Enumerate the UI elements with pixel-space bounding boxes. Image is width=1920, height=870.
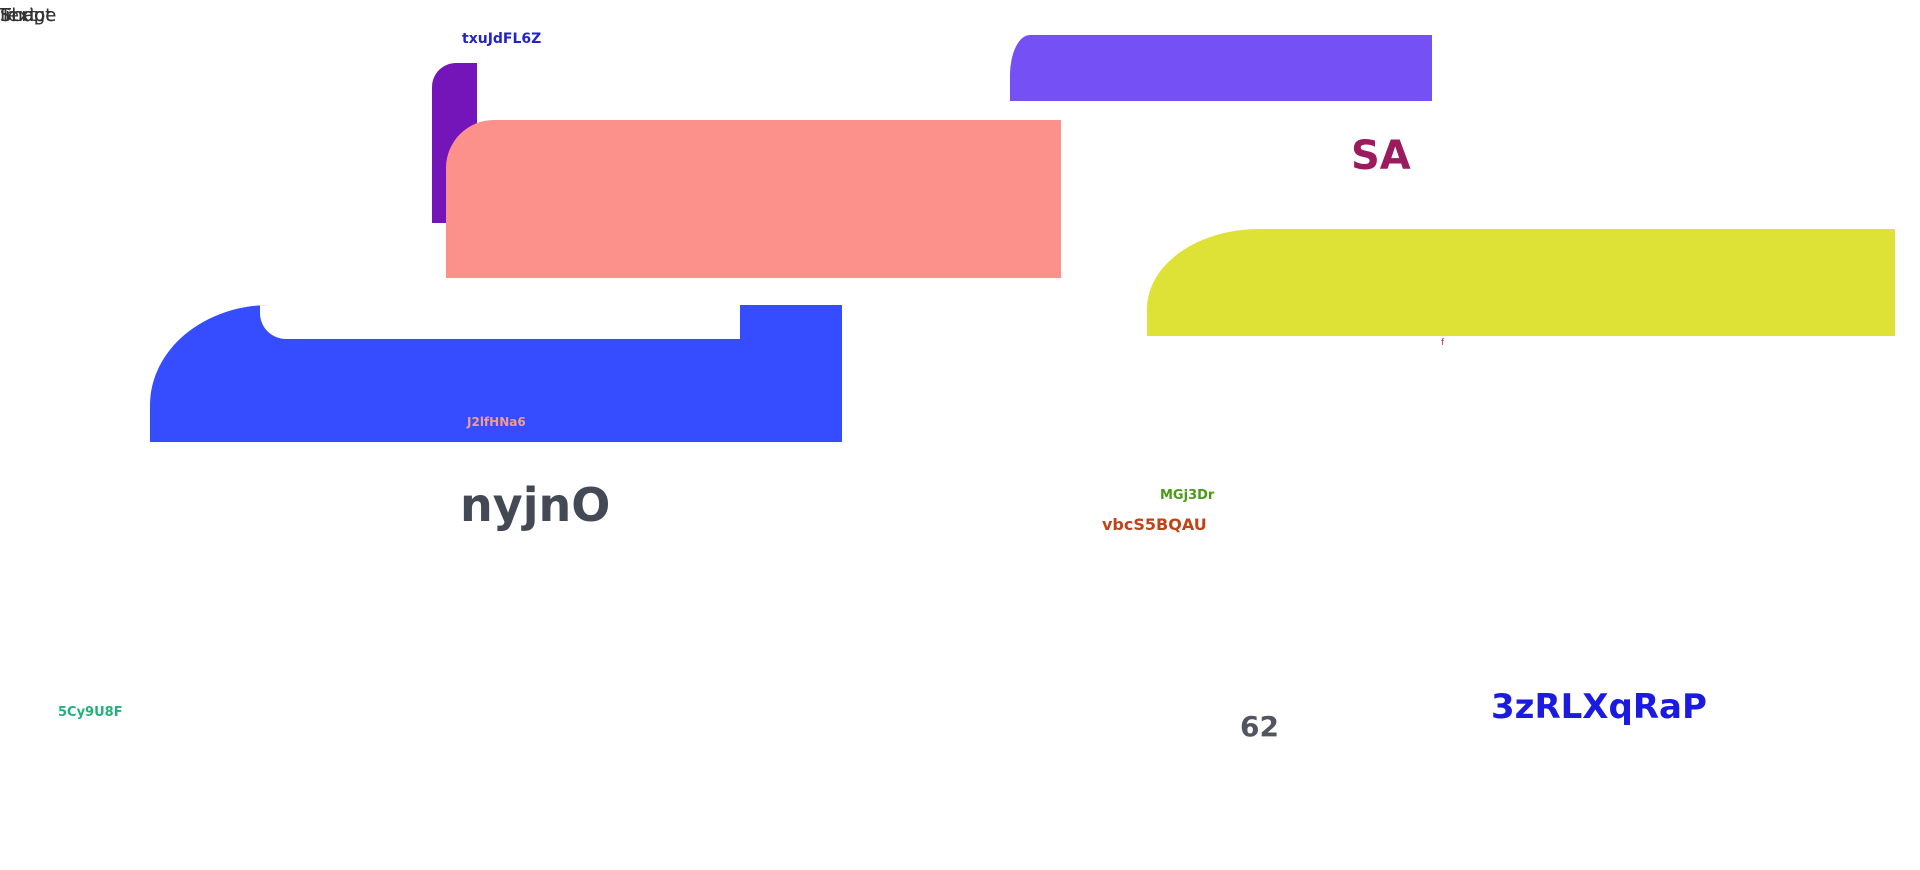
corner-labels: Script Text Image Shape (0, 6, 120, 26)
yellow-rounded-shape (1147, 229, 1895, 336)
blue-rounded-shape (150, 305, 842, 442)
corner-label-image: Image (0, 5, 57, 26)
label-j2lfhna6: J2lfHNa6 (467, 415, 526, 429)
violet-rounded-shape (1010, 35, 1432, 101)
label-vbcs5bqau: vbcS5BQAU (1102, 515, 1207, 534)
label-mgj3dr: MGj3Dr (1160, 488, 1215, 503)
corner-label-shape: Shape (0, 5, 57, 26)
label-txujdfl6z: txuJdFL6Z (462, 31, 542, 47)
label-62: 62 (1240, 710, 1279, 743)
label-f: f (1441, 338, 1445, 348)
salmon-rounded-shape (446, 120, 1061, 278)
label-5cy9u8f: 5Cy9U8F (58, 705, 123, 720)
corner-label-text: Text (0, 5, 37, 26)
blue-shape-notch (260, 305, 740, 339)
label-3zrlxqrap: 3zRLXqRaP (1491, 687, 1707, 727)
corner-label-script: Script (0, 5, 53, 26)
label-sa: SA (1351, 133, 1411, 179)
label-nyjno: nyjnO (460, 478, 611, 532)
